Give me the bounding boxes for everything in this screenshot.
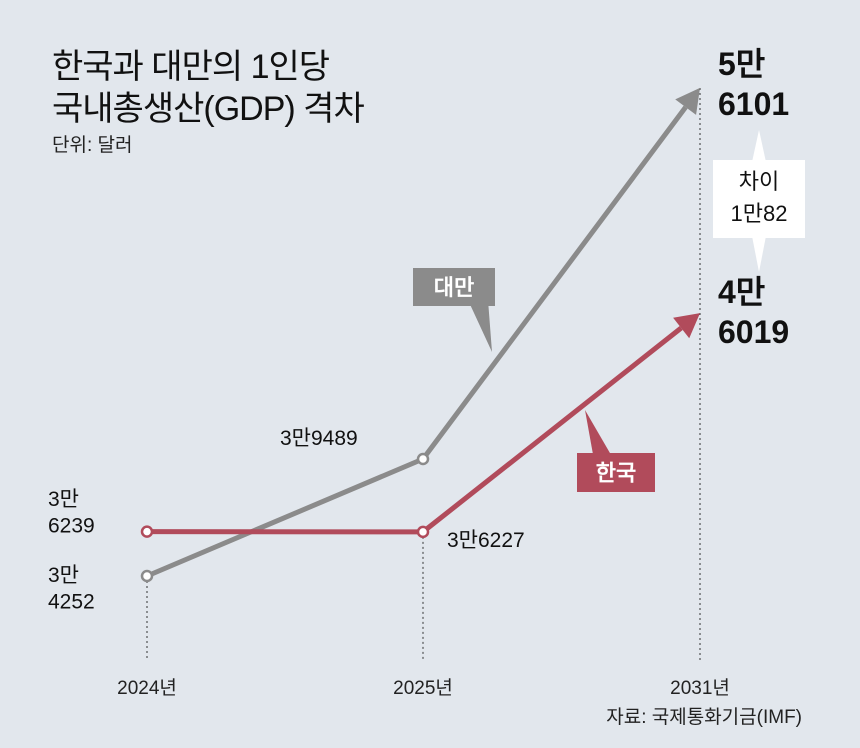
legend-korea-box <box>577 453 655 492</box>
legend-taiwan-text: 대만 <box>434 275 474 300</box>
arrowhead-대만 <box>675 87 700 115</box>
data-label-line: 6239 <box>48 514 95 537</box>
data-label-line: 4만 <box>718 274 765 310</box>
data-label-line: 3만6227 <box>447 529 525 552</box>
legend-taiwan-pointer <box>468 300 492 352</box>
series-line-한국 <box>146 326 683 535</box>
x-tick-label: 2031년 <box>670 677 730 699</box>
arrowhead-한국 <box>673 313 700 339</box>
data-label-line: 3만 <box>48 488 79 511</box>
title-line-1: 한국과 대만의 1인당 <box>52 48 330 86</box>
x-tick-label: 2024년 <box>117 677 177 699</box>
difference-value: 1만82 <box>730 201 788 226</box>
data-label-line: 3만 <box>48 564 79 587</box>
data-label-line: 4252 <box>48 590 95 613</box>
data-point <box>140 525 154 538</box>
data-label-line: 3만9489 <box>280 427 358 450</box>
unit-label: 단위: 달러 <box>52 135 133 156</box>
series-line-대만 <box>146 105 688 579</box>
chart-title: 한국과 대만의 1인당 국내총생산(GDP) 격차 <box>52 46 365 130</box>
source-label: 자료: 국제통화기금(IMF) <box>606 707 802 728</box>
data-label-line: 6101 <box>718 86 789 122</box>
data-label: 3만 4252 <box>48 564 95 613</box>
data-label: 5만 6101 <box>718 46 789 122</box>
x-tick-label: 2025년 <box>393 677 453 699</box>
legend-korea-text: 한국 <box>596 461 636 486</box>
data-point <box>416 452 430 466</box>
diff-arrow-down <box>752 236 766 272</box>
legend-korea-pointer <box>585 410 614 460</box>
data-label: 3만 6239 <box>48 488 95 537</box>
data-label: 3만6227 <box>447 529 525 552</box>
difference-annotation: 차이 1만82 <box>713 160 805 238</box>
data-label-line: 6019 <box>718 314 789 350</box>
data-point <box>140 569 154 583</box>
data-label-line: 5만 <box>718 46 765 82</box>
data-label: 4만 6019 <box>718 274 789 350</box>
diff-arrow-up <box>752 130 766 162</box>
difference-label: 차이 <box>738 169 780 194</box>
data-point <box>416 525 430 539</box>
legend-taiwan-box <box>413 268 495 306</box>
title-line-2: 국내총생산(GDP) 격차 <box>52 90 365 128</box>
data-label: 3만9489 <box>280 427 358 450</box>
